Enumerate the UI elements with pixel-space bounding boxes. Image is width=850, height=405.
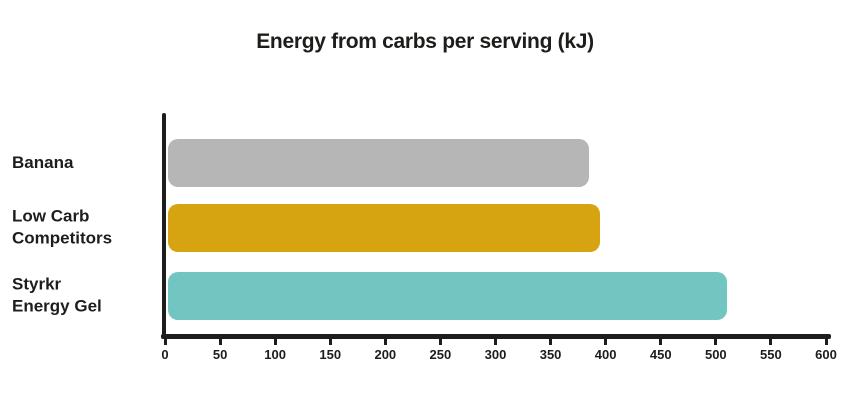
x-tick-label-550: 550 xyxy=(760,347,782,362)
x-tick-mark-0 xyxy=(163,338,167,345)
bar-low-carb-competitors xyxy=(168,204,600,252)
x-tick-label-400: 400 xyxy=(594,347,617,362)
x-tick-label-200: 200 xyxy=(374,347,397,362)
x-tick-mark-300 xyxy=(494,338,497,345)
x-tick-label-50: 50 xyxy=(212,347,228,362)
x-axis-line xyxy=(161,334,831,339)
x-tick-label-600: 600 xyxy=(815,347,837,362)
bar-banana xyxy=(168,139,589,187)
category-label-styrkr-energy-gel: Styrkr Energy Gel xyxy=(12,274,102,316)
x-tick-mark-350 xyxy=(549,338,553,345)
x-tick-label-0: 0 xyxy=(161,347,169,362)
x-tick-mark-550 xyxy=(769,338,773,345)
x-tick-mark-100 xyxy=(273,338,277,345)
x-tick-label-500: 500 xyxy=(704,347,727,362)
x-tick-label-150: 150 xyxy=(319,347,342,362)
x-tick-label-300: 300 xyxy=(484,347,507,362)
x-tick-label-250: 250 xyxy=(429,347,452,362)
x-tick-mark-50 xyxy=(218,338,222,345)
bar-styrkr-energy-gel xyxy=(168,272,727,320)
category-label-banana: Banana xyxy=(12,152,74,172)
x-tick-mark-600 xyxy=(824,338,828,345)
x-tick-mark-150 xyxy=(328,338,332,345)
y-axis-line xyxy=(162,113,166,338)
x-tick-label-100: 100 xyxy=(264,347,286,362)
category-label-low-carb-competitors: Low Carb Competitors xyxy=(12,206,113,248)
x-tick-mark-450 xyxy=(659,338,663,345)
x-tick-label-350: 350 xyxy=(539,347,562,362)
x-tick-mark-250 xyxy=(438,338,442,345)
x-tick-mark-200 xyxy=(383,338,387,345)
x-tick-mark-400 xyxy=(604,338,608,345)
x-tick-label-450: 450 xyxy=(649,347,672,362)
x-tick-mark-500 xyxy=(714,338,718,345)
chart-title: Energy from carbs per serving (kJ) xyxy=(256,30,594,53)
